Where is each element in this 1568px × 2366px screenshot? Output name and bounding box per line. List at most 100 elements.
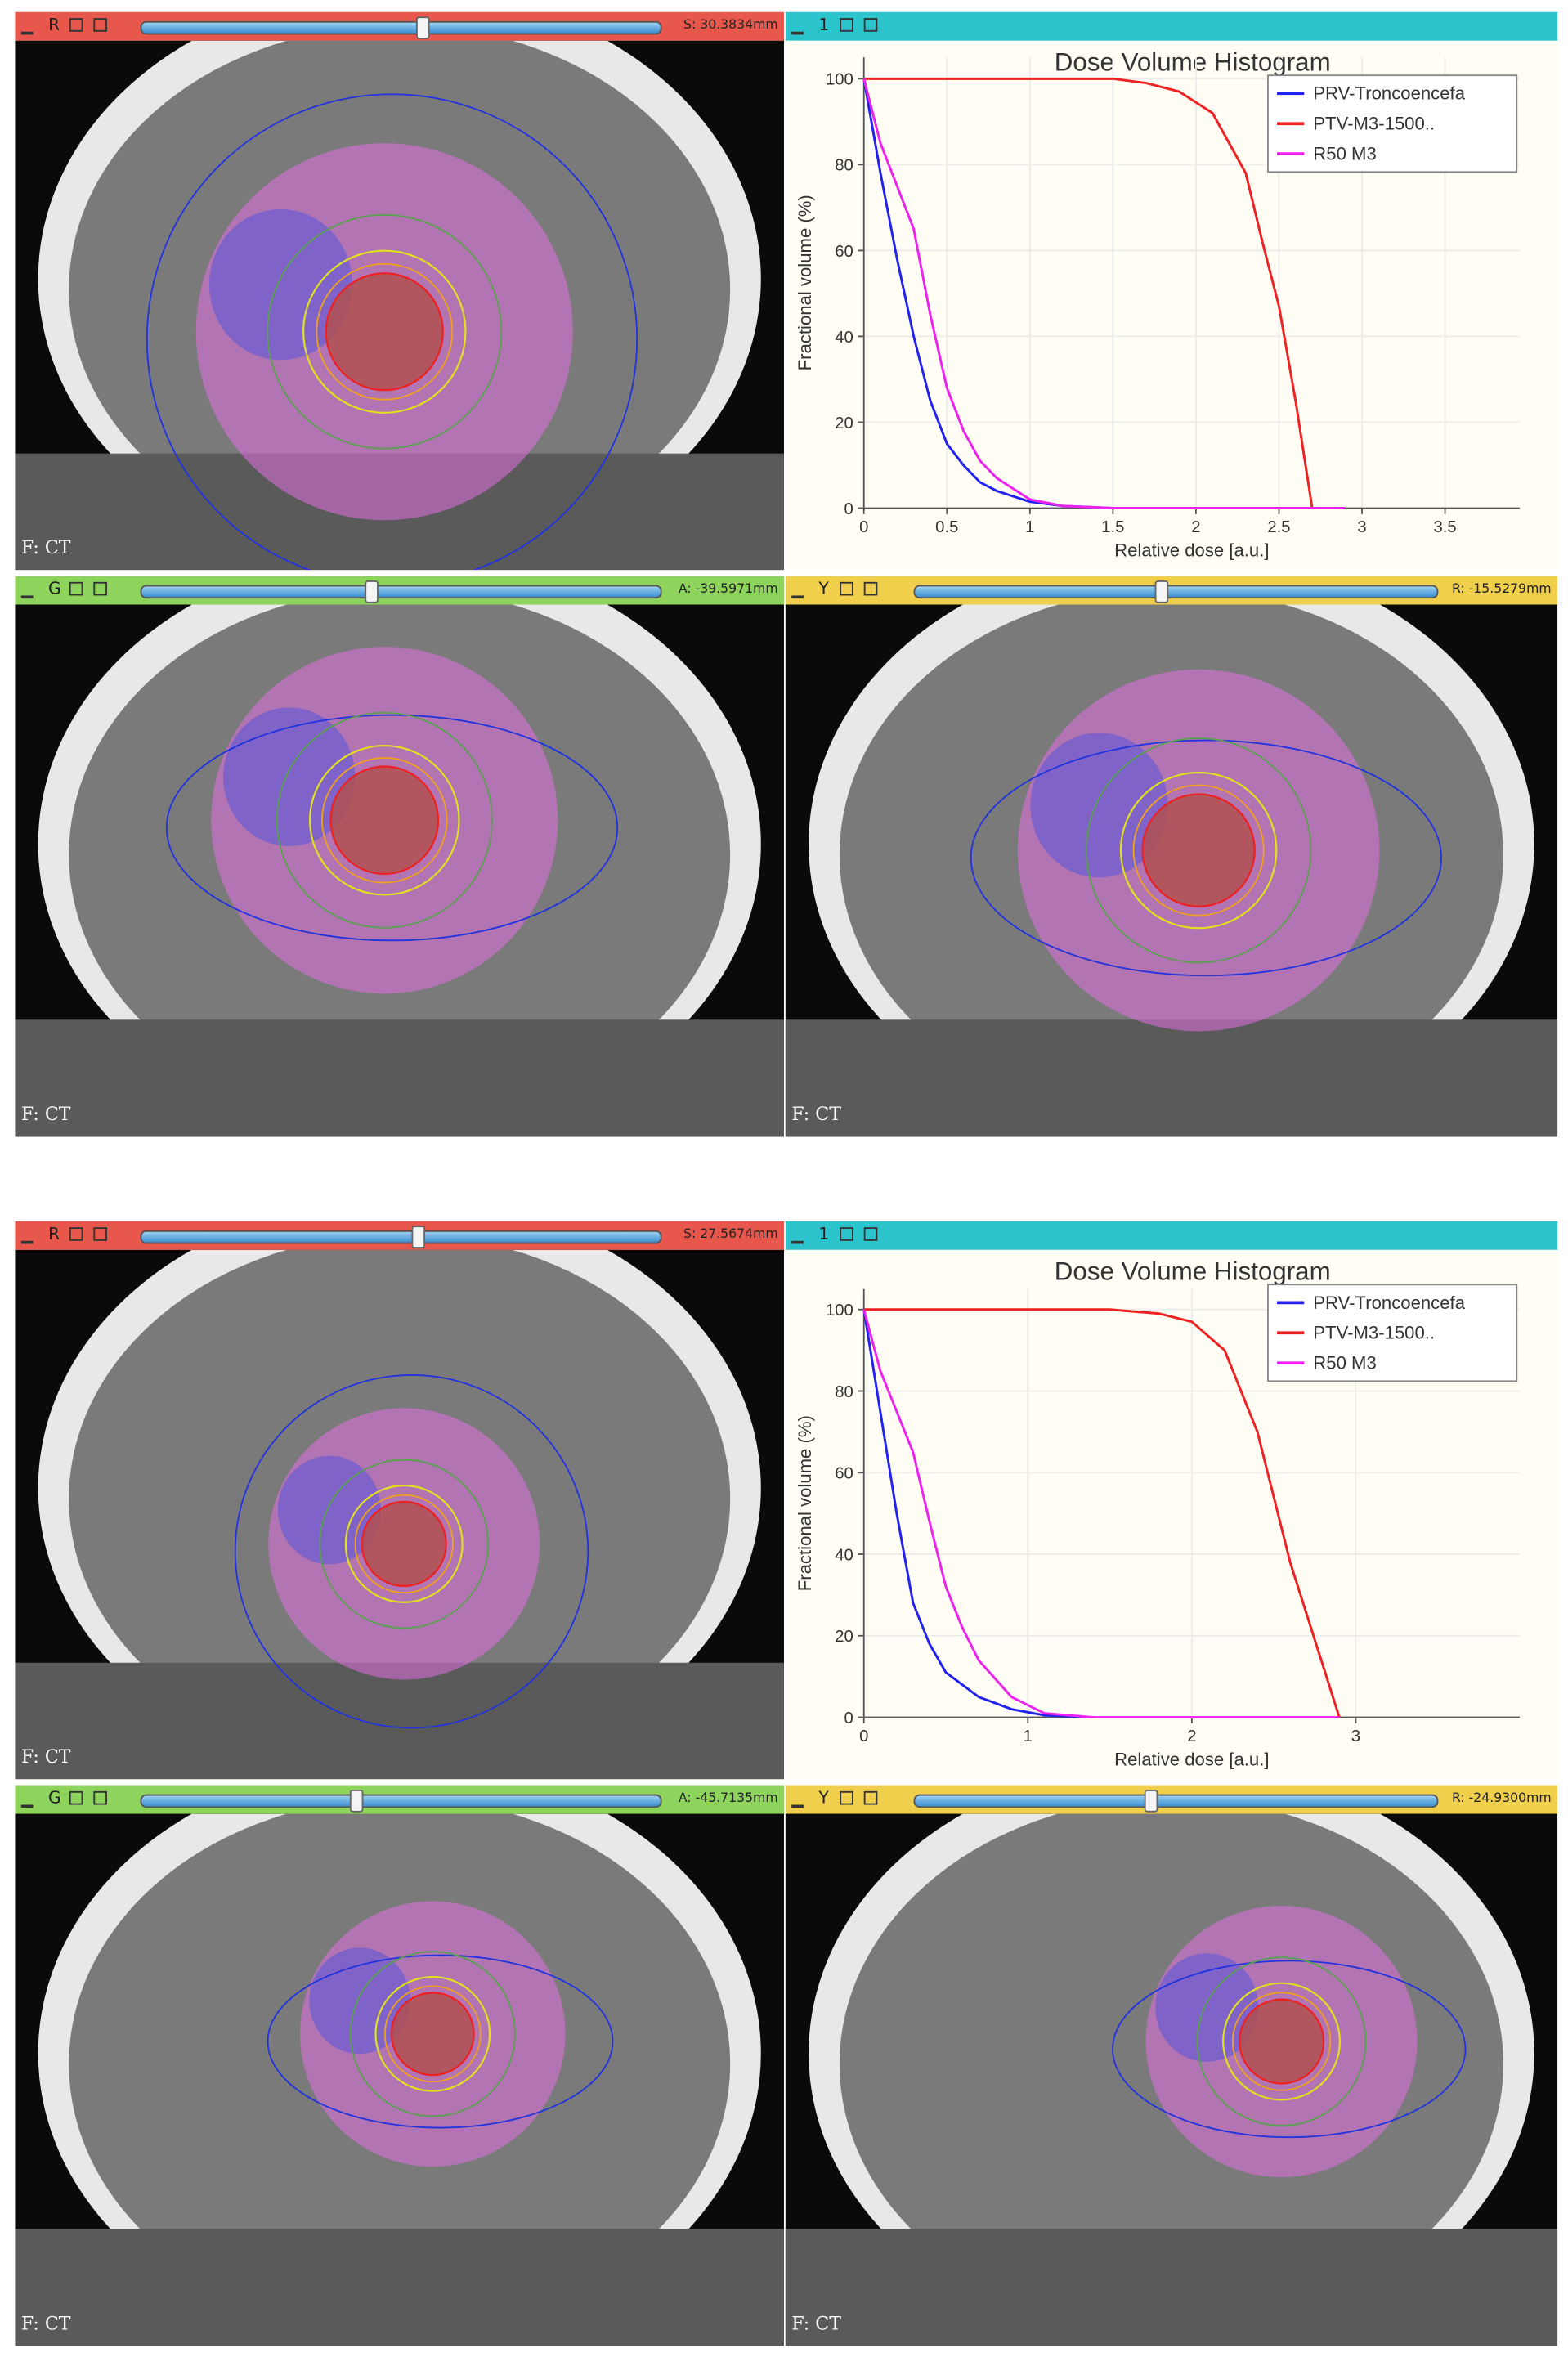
slice-slider[interactable] [140, 1226, 662, 1248]
isodose-yellow [302, 249, 467, 414]
y-tick-label: 80 [835, 1383, 853, 1401]
view-header: G A: -45.7135mm [15, 1785, 784, 1814]
dvh-line [863, 77, 1314, 509]
view-body: F: CT [785, 1813, 1558, 2346]
slice-slider[interactable] [913, 1790, 1439, 1813]
x-tick-label: 2.5 [1267, 518, 1290, 536]
ptv-structure [1239, 1998, 1325, 2085]
slice-slider[interactable] [913, 580, 1439, 603]
view-label: R [48, 1224, 60, 1244]
body-contour [165, 714, 619, 942]
ct-image [15, 604, 784, 1137]
view-footer: F: CT [791, 2313, 841, 2334]
x-tick-label: 0 [859, 1727, 868, 1745]
body-contour [267, 1954, 614, 2129]
x-tick-label: 2 [1191, 518, 1200, 536]
x-tick-label: 1.5 [1101, 518, 1124, 536]
legend-label: PTV-M3-1500.. [1313, 1323, 1435, 1343]
view-footer: F: CT [20, 1103, 71, 1125]
legend-box [1267, 1284, 1518, 1382]
y-tick-label: 100 [826, 1302, 853, 1320]
y-tick-label: 0 [844, 1710, 853, 1727]
view-panel: 1 Dose Volume Histogram 0 20 40 60 80 100 0 0.5 1 1… [785, 11, 1558, 571]
isodose-green [1196, 1956, 1367, 2126]
view-header: R S: 27.5674mm [15, 1221, 784, 1250]
isodose-orange [320, 756, 448, 884]
slider-thumb[interactable] [1145, 1790, 1158, 1813]
dvh-line [862, 78, 1113, 509]
ct-image [785, 1813, 1558, 2346]
x-tick-label: 3 [1357, 518, 1366, 536]
pin-icon [791, 1229, 804, 1244]
view-header: 1 [785, 1221, 1558, 1250]
isodose-orange [383, 1985, 482, 2083]
legend-label: R50 M3 [1313, 143, 1376, 164]
link-icon [840, 18, 853, 32]
link-icon [840, 1790, 853, 1805]
y-tick-label: 40 [835, 329, 853, 347]
view-panel: 1 Dose Volume Histogram 0 20 40 60 80 100 0 1 2 3 Re… [785, 1221, 1558, 1780]
view-footer: F: CT [20, 1745, 71, 1768]
legend-label: PRV-Troncoencefa [1313, 83, 1465, 104]
maximize-icon [93, 18, 107, 32]
view-header: Y R: -24.9300mm [785, 1785, 1558, 1814]
link-icon [69, 18, 83, 32]
y-tick-label: 20 [835, 1628, 853, 1646]
isodose-green [319, 1459, 490, 1629]
view-footer: F: CT [20, 2313, 71, 2334]
y-tick-label: 0 [844, 500, 853, 518]
view-panel: R S: 27.5674mm F: CT [15, 1221, 784, 1780]
maximize-icon [863, 18, 878, 32]
dvh-chart: Dose Volume Histogram 0 20 40 60 80 100 0 1 2 3 Rel… [795, 1257, 1520, 1770]
view-body: F: CT [15, 1813, 784, 2346]
slider-thumb[interactable] [411, 1226, 425, 1248]
legend-box [1267, 74, 1518, 173]
maximize-icon [863, 1790, 878, 1805]
y-axis-label: Fractional volume (%) [795, 195, 815, 370]
legend-label: PRV-Troncoencefa [1313, 1293, 1465, 1313]
y-tick-label: 80 [835, 157, 853, 175]
dvh-chart: Dose Volume Histogram 0 20 40 60 80 100 0 0.5 1 1.… [795, 48, 1520, 561]
tissue [15, 1019, 784, 1137]
slice-slider[interactable] [140, 580, 662, 603]
slice-slider[interactable] [140, 16, 662, 39]
ct-image [15, 1813, 784, 2346]
link-icon [840, 581, 853, 596]
view-label: Y [818, 579, 829, 599]
view-label: G [48, 1788, 61, 1808]
slice-slider[interactable] [140, 1790, 662, 1813]
pin-icon [20, 1229, 34, 1244]
slider-thumb[interactable] [1154, 580, 1169, 603]
view-panel: G A: -39.5971mm F: CT [15, 576, 784, 1137]
view-footer: F: CT [791, 1103, 841, 1125]
view-panel: Y R: -15.5279mm F: CT [785, 576, 1558, 1137]
isodose-orange [354, 1494, 454, 1594]
dvh-line [862, 1309, 1094, 1719]
link-icon [69, 581, 83, 596]
slider-thumb[interactable] [365, 580, 379, 603]
pin-icon [20, 1793, 34, 1808]
body-contour [1112, 1960, 1467, 2139]
maximize-icon [93, 581, 107, 596]
maximize-icon [93, 1227, 107, 1241]
slice-offset: S: 30.3834mm [683, 18, 778, 34]
dvh-line [862, 78, 1346, 509]
x-tick-label: 1 [1024, 1727, 1033, 1745]
view-body: F: CT [15, 1249, 784, 1780]
slice-offset: A: -39.5971mm [678, 581, 778, 598]
y-tick-label: 60 [835, 243, 853, 261]
view-panel: Y R: -24.9300mm F: CT [785, 1785, 1558, 2346]
ptv-structure [329, 765, 440, 876]
body-contour [970, 739, 1442, 977]
x-axis-label: Relative dose [a.u.] [1114, 1750, 1269, 1770]
isodose-orange [316, 262, 454, 401]
isodose-green [267, 213, 503, 450]
maximize-icon [863, 1227, 878, 1241]
view-header: Y R: -15.5279mm [785, 576, 1558, 605]
pin-icon [20, 584, 34, 599]
link-icon [69, 1790, 83, 1805]
view-body: F: CT [15, 604, 784, 1137]
slider-thumb[interactable] [416, 16, 431, 39]
slider-thumb[interactable] [349, 1790, 363, 1813]
maximize-icon [863, 581, 878, 596]
